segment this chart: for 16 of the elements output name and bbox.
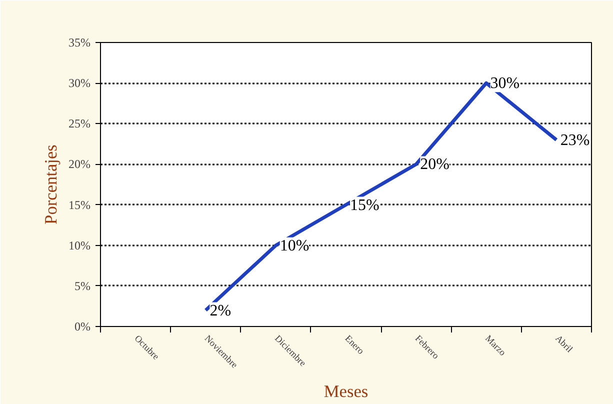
data-label: 10%	[280, 237, 310, 254]
x-axis-title: Meses	[324, 382, 368, 402]
data-label: 30%	[490, 75, 520, 92]
y-tick-label: 10%	[68, 238, 91, 252]
data-label: 15%	[350, 196, 380, 214]
data-label: 2%	[210, 302, 232, 320]
y-tick-label: 5%	[74, 278, 91, 293]
y-tick-label: 20%	[68, 157, 91, 172]
y-tick-label: 30%	[68, 76, 91, 90]
y-tick-label: 35%	[68, 36, 91, 50]
data-label: 23%	[560, 132, 590, 149]
y-tick-label: 0%	[74, 320, 91, 334]
y-axis-title: Porcentajes	[42, 144, 61, 224]
y-tick-label: 15%	[68, 198, 91, 212]
y-tick-label: 25%	[68, 116, 91, 131]
data-label: 20%	[420, 156, 450, 174]
